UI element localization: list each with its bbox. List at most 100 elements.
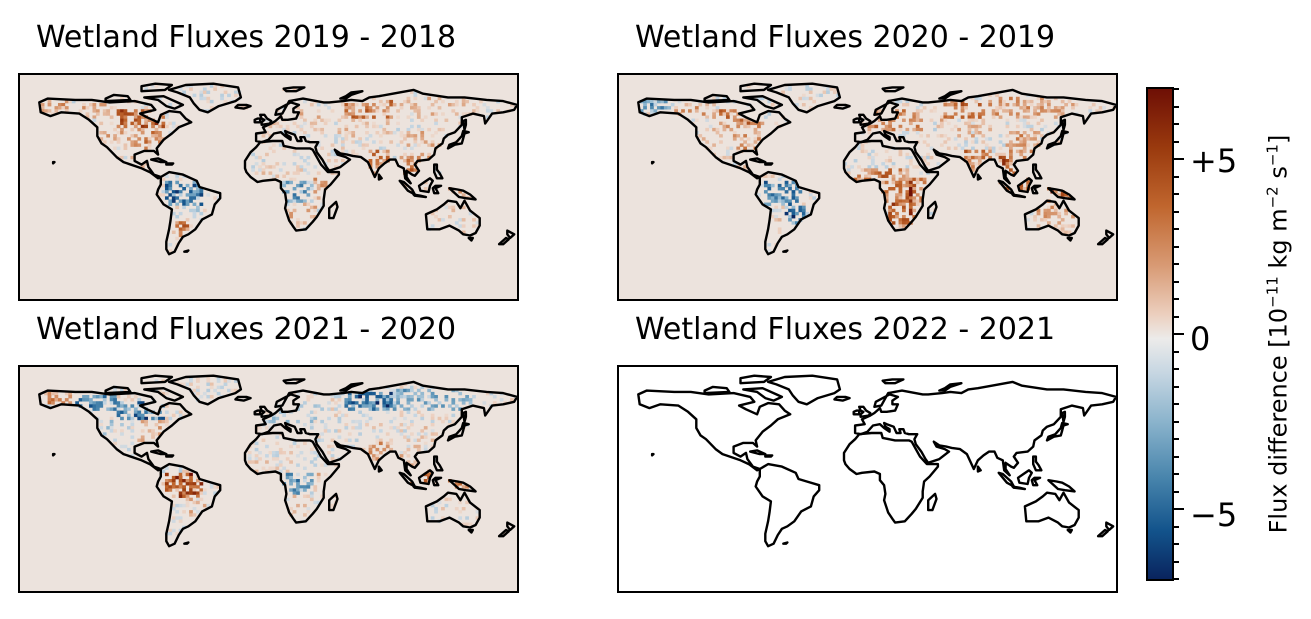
flux-cell [396, 426, 400, 430]
flux-cell [420, 413, 425, 418]
flux-cell [482, 401, 487, 405]
flux-cell [413, 413, 418, 418]
flux-cell [316, 171, 321, 175]
flux-cell [434, 118, 438, 122]
flux-cell [403, 451, 407, 455]
coastline-tasmania [467, 528, 474, 534]
flux-cell [967, 112, 972, 116]
flux-cell [437, 106, 442, 110]
flux-cell [1026, 121, 1031, 126]
flux-cell [340, 137, 345, 141]
flux-cell [1012, 171, 1017, 175]
coastline-svalbard [282, 378, 306, 385]
flux-cell [282, 162, 287, 166]
flux-cell [1067, 230, 1072, 234]
flux-cell [898, 218, 903, 222]
flux-cell [313, 208, 318, 213]
flux-cell [289, 215, 293, 219]
flux-cell [1005, 118, 1010, 122]
flux-cell [351, 444, 356, 449]
flux-cell [801, 103, 806, 107]
flux-cell [729, 109, 734, 113]
flux-cell [406, 410, 411, 414]
flux-cell [403, 137, 407, 141]
flux-cell [1036, 112, 1041, 116]
flux-cell [192, 196, 197, 200]
flux-cell [175, 236, 180, 241]
flux-cell [684, 103, 689, 107]
flux-cell [278, 460, 283, 464]
flux-cell [908, 118, 913, 122]
colorbar-minor-tick [1172, 368, 1179, 370]
flux-cell [1064, 208, 1068, 213]
flux-cell [902, 218, 906, 222]
flux-cell [372, 115, 376, 119]
flux-cell [416, 388, 421, 393]
flux-cell [406, 398, 411, 402]
flux-cell [365, 143, 369, 147]
coastline-baffin [143, 95, 185, 110]
flux-cell [791, 196, 796, 200]
flux-cell [137, 413, 142, 418]
flux-cell [382, 404, 387, 408]
flux-cell [168, 202, 173, 206]
flux-cell [220, 385, 224, 390]
flux-cell [220, 93, 224, 98]
flux-cell [330, 447, 335, 452]
flux-cell [202, 503, 207, 508]
flux-cell [819, 93, 823, 98]
flux-cell [1053, 224, 1058, 228]
flux-cell [378, 451, 383, 455]
flux-cell [61, 106, 66, 110]
world-map [20, 367, 517, 591]
flux-cell [430, 140, 435, 144]
flux-cell [946, 103, 951, 107]
flux-cell [316, 187, 321, 191]
flux-cell [860, 168, 865, 172]
flux-cell [798, 190, 803, 194]
flux-cell [147, 410, 152, 414]
flux-cell [306, 171, 311, 175]
flux-cell [137, 416, 142, 421]
coastline-africa [842, 431, 940, 524]
flux-cell [472, 224, 476, 228]
flux-cell [285, 469, 290, 474]
flux-cell [998, 146, 1003, 150]
flux-cell [278, 451, 283, 455]
flux-cell [423, 115, 428, 119]
flux-cell [1050, 211, 1055, 216]
flux-cell [340, 115, 345, 119]
flux-cell [178, 466, 183, 470]
flux-cell [998, 155, 1003, 160]
flux-cell [327, 407, 331, 411]
flux-cell [354, 419, 359, 424]
flux-cell [130, 419, 135, 424]
flux-cell [406, 143, 411, 147]
coastline-newGuinea [1047, 479, 1076, 493]
flux-cell [192, 391, 197, 396]
flux-cell [1067, 224, 1072, 228]
flux-cell [178, 516, 183, 520]
flux-cell [895, 196, 899, 200]
flux-cell [306, 510, 311, 514]
flux-cell [981, 121, 986, 126]
flux-cell [919, 196, 924, 200]
flux-cell [427, 96, 432, 101]
colorbar-minor-tick [1172, 193, 1179, 195]
flux-cell [378, 441, 383, 446]
flux-cell [998, 99, 1003, 104]
flux-cell [47, 401, 52, 405]
coastline-newZealandN [506, 521, 516, 532]
flux-cell [316, 404, 321, 408]
flux-cell [303, 159, 307, 163]
flux-cell [347, 432, 352, 436]
flux-cell [798, 205, 803, 210]
flux-cell [1060, 224, 1065, 228]
flux-cell [1012, 131, 1017, 135]
flux-cell [382, 149, 387, 154]
flux-cell [1009, 152, 1013, 157]
flux-cell [743, 134, 747, 138]
flux-cell [171, 479, 176, 483]
flux-cell [130, 121, 135, 126]
flux-cell [296, 479, 300, 483]
